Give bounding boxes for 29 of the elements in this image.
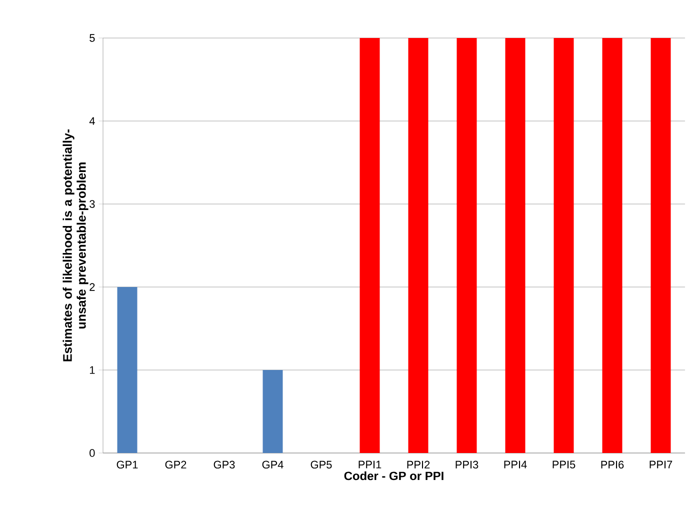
- x-tick-label: PPI6: [601, 460, 624, 469]
- bar: [360, 38, 380, 453]
- bar: [650, 38, 671, 453]
- y-tick-label: 4: [89, 117, 95, 125]
- x-tick-label: PPI2: [407, 460, 430, 468]
- bar: [602, 38, 622, 453]
- x-axis-title: Coder - GP or PPI: [344, 471, 444, 480]
- y-tick-label: 2: [90, 283, 95, 291]
- bar: [408, 38, 428, 453]
- bar: [262, 370, 283, 453]
- bar: [117, 287, 138, 453]
- y-tick-label: 5: [90, 34, 95, 42]
- x-tick-label: PPI3: [456, 460, 478, 469]
- x-tick-label: GP1: [116, 460, 138, 469]
- x-tick-label: PPI7: [650, 460, 672, 468]
- x-tick-label: PPI1: [358, 460, 382, 468]
- y-tick-label: 3: [90, 200, 95, 208]
- y-axis-title: Estimates of likelihood is a potentially-unsafe preventable-problem: [62, 129, 88, 362]
- x-tick-label: GP4: [262, 460, 284, 469]
- x-tick-label: PPI4: [504, 460, 527, 468]
- x-tick-label: GP2: [165, 460, 186, 469]
- x-tick-label: GP5: [310, 460, 332, 469]
- x-tick-label: PPI5: [552, 460, 576, 468]
- y-tick-label: 0: [90, 449, 95, 457]
- bar: [456, 38, 477, 453]
- x-tick-label: GP3: [214, 460, 235, 469]
- bar: [554, 38, 574, 453]
- bar: [505, 38, 526, 453]
- y-tick-label: 1: [90, 366, 95, 374]
